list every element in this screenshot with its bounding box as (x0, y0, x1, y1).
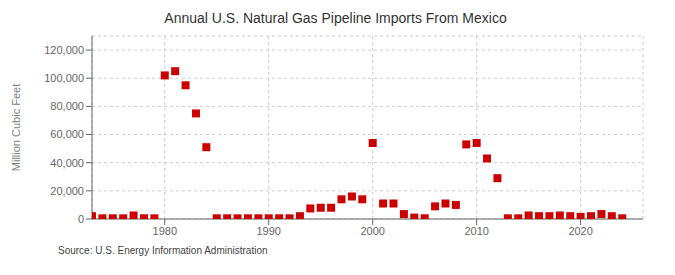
svg-text:Million Cubic Feet: Million Cubic Feet (10, 84, 22, 171)
svg-text:20,000: 20,000 (50, 185, 84, 197)
svg-text:100,000: 100,000 (44, 72, 84, 84)
svg-text:60,000: 60,000 (50, 128, 84, 140)
html-text:Annual U.S. Natural Gas Pipeli: Annual U.S. Natural Gas Pipeline Imports… (164, 10, 507, 26)
svg-text:2000: 2000 (360, 225, 384, 237)
svg-text:2020: 2020 (568, 225, 592, 237)
svg-text:0: 0 (78, 213, 84, 225)
svg-text:2010: 2010 (464, 225, 488, 237)
svg-text:120,000: 120,000 (44, 44, 84, 56)
svg-text:40,000: 40,000 (50, 157, 84, 169)
html-text:Source: U.S. Energy Informatio: Source: U.S. Energy Information Administ… (58, 245, 268, 256)
svg-text:1990: 1990 (256, 225, 280, 237)
svg-text:1980: 1980 (153, 225, 177, 237)
svg-text:80,000: 80,000 (50, 100, 84, 112)
